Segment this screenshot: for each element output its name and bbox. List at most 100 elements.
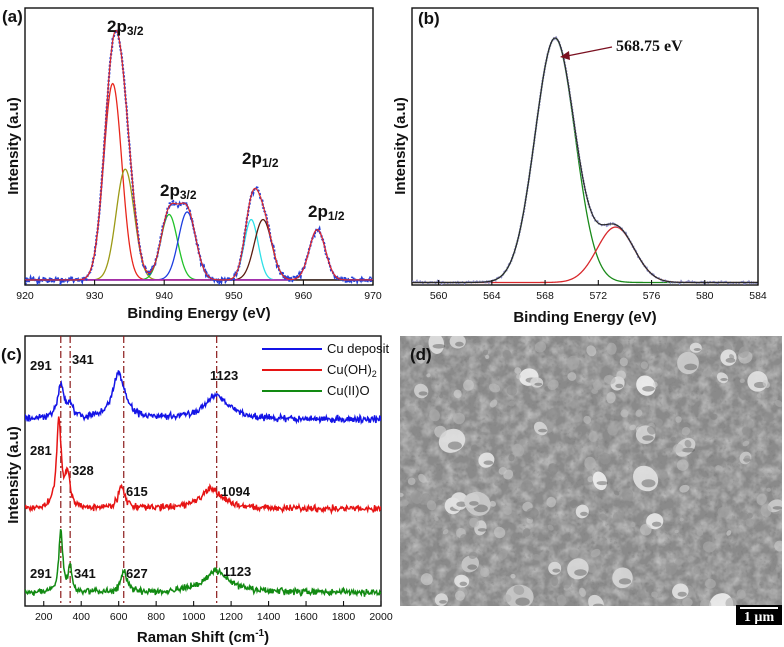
sem-grain-shadow — [725, 357, 736, 363]
c-x-tick-label-2000: 2000 — [369, 611, 393, 623]
c-x-tick-label-1000: 1000 — [182, 611, 206, 623]
panel-c-x-ticks: 200 400 600 800 1000 1200 1400 1600 1800 2000 — [35, 601, 393, 623]
sem-grain — [702, 370, 712, 378]
sem-grain — [569, 499, 578, 509]
sem-grain — [679, 484, 690, 493]
sem-grain — [756, 393, 762, 399]
sem-grain — [414, 383, 429, 399]
sem-grain — [678, 342, 683, 347]
sem-grain — [416, 353, 426, 364]
c-x-tick-label-1400: 1400 — [257, 611, 281, 623]
sem-grain-shadow — [534, 382, 543, 386]
sem-grain-shadow — [684, 363, 698, 371]
sem-grain — [704, 578, 716, 589]
sem-grain — [429, 409, 441, 422]
panel-a-components — [25, 28, 373, 285]
sem-grain — [743, 455, 751, 463]
a-annotation-2: 2p3/2 — [160, 181, 197, 202]
sem-grain-shadow — [418, 391, 428, 396]
c-peak-label-s1-291: 291 — [30, 358, 52, 373]
sem-grain-shadow — [596, 481, 609, 486]
sem-grain-shadow — [772, 506, 782, 510]
c-peak-label-s3-341: 341 — [74, 566, 96, 581]
sem-grain — [502, 349, 512, 360]
sem-grain — [739, 590, 746, 597]
sem-grain — [675, 416, 682, 423]
sem-grain — [548, 561, 562, 575]
panel-d-label: (d) — [410, 345, 432, 364]
sem-grain — [674, 529, 679, 534]
sem-grain — [488, 383, 501, 393]
sem-grain — [684, 439, 692, 448]
sem-grain — [630, 521, 636, 528]
sem-grain-shadow — [642, 435, 654, 441]
sem-grain-shadow — [677, 591, 687, 597]
sem-grain — [616, 370, 627, 380]
sem-grain — [599, 452, 611, 465]
sem-grain — [512, 443, 525, 457]
panel-c: 200 400 600 800 1000 1200 1400 1600 1800 2000 (c)… — [1, 335, 393, 646]
sem-grain — [556, 594, 567, 606]
sem-grain — [516, 373, 521, 379]
sem-grain — [407, 405, 415, 413]
sem-grain — [413, 344, 424, 356]
sem-grain — [498, 467, 507, 475]
c-peak-label-s2-281: 281 — [30, 443, 52, 458]
sem-grain — [551, 577, 559, 586]
panel-b-frame — [411, 7, 759, 286]
sem-grain — [534, 341, 547, 353]
b-x-tick-label-580: 580 — [696, 290, 714, 302]
sem-grain — [530, 377, 544, 388]
sem-grain — [434, 593, 448, 606]
sem-grain — [716, 372, 729, 384]
sem-grain — [506, 386, 517, 396]
sem-grain — [562, 579, 572, 589]
sem-grain — [763, 412, 774, 423]
sem-grain — [400, 492, 404, 497]
a-annotation-3: 2p1/2 — [242, 149, 279, 170]
c-peak-label-s3-627: 627 — [126, 566, 148, 581]
a-x-tick-label-960: 960 — [295, 290, 313, 302]
sem-grain — [696, 529, 704, 537]
sem-grain — [756, 493, 767, 506]
a-annotation-4: 2p1/2 — [308, 202, 345, 223]
c-peak-label-s2-1094: 1094 — [221, 484, 251, 499]
sem-grain-shadow — [681, 447, 695, 453]
a-x-tick-label-930: 930 — [86, 290, 104, 302]
sem-grain — [738, 346, 749, 358]
sem-grain-shadow — [720, 378, 728, 381]
sem-grain — [717, 506, 729, 518]
sem-grain — [418, 473, 427, 483]
sem-grain — [508, 454, 515, 462]
sem-grain-shadow — [717, 606, 731, 614]
a-envelope-curve — [25, 29, 373, 281]
sem-grains — [400, 336, 782, 614]
panel-c-x-axis-title: Raman Shift (cm-1) — [137, 628, 269, 646]
sem-grain-shadow — [538, 428, 548, 433]
sem-grain — [567, 372, 577, 381]
sem-grain — [706, 512, 712, 518]
sem-grain — [453, 412, 465, 425]
sem-grain — [619, 357, 628, 367]
sem-grain — [676, 459, 689, 471]
sem-grain — [468, 551, 478, 559]
panel-c-label: (c) — [1, 345, 22, 364]
sem-grain — [547, 379, 559, 390]
sem-grain — [646, 513, 664, 530]
sem-grain-shadow — [592, 603, 604, 606]
sem-grain — [583, 415, 592, 424]
sem-grain — [588, 431, 598, 443]
sem-grain — [586, 345, 597, 357]
sem-grain — [689, 342, 702, 353]
sem-grain — [469, 517, 480, 528]
sem-grain — [606, 342, 617, 355]
sem-grain-shadow — [552, 568, 561, 573]
panel-c-reference-lines — [60, 336, 218, 606]
sem-grain — [546, 496, 557, 508]
sem-grain — [635, 409, 643, 417]
sem-grain — [681, 426, 691, 436]
sem-grain — [587, 476, 594, 483]
sem-grain — [654, 418, 663, 427]
sem-grain — [436, 499, 443, 506]
sem-grain — [723, 341, 730, 348]
